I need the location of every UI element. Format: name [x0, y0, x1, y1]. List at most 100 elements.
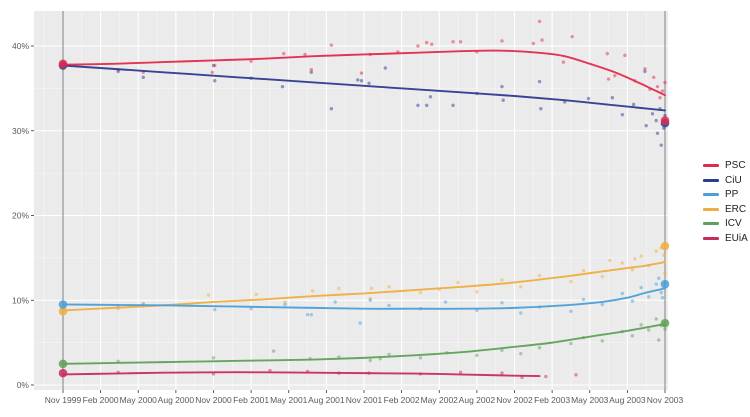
poll-point-psc: [213, 63, 217, 68]
poll-point-ciu: [359, 79, 364, 83]
poll-point-psc: [655, 84, 660, 89]
poll-point-pp: [213, 307, 217, 312]
election-2003-point-psc: [660, 116, 670, 125]
poll-point-erc: [581, 268, 586, 273]
poll-point-erc: [630, 268, 635, 272]
poll-point-erc: [600, 274, 604, 279]
poll-point-pp: [283, 302, 287, 307]
poll-point-icv: [387, 352, 391, 357]
x-tick-label: May 2001: [270, 395, 308, 405]
poll-point-ciu: [643, 69, 647, 74]
poll-point-erc: [639, 254, 643, 258]
poll-point-ciu: [500, 84, 504, 89]
poll-point-pp: [600, 302, 604, 307]
legend-item-euia: EUiA: [703, 233, 748, 245]
poll-point-ciu: [213, 79, 217, 83]
poll-point-pp: [620, 291, 625, 296]
poll-point-erc: [569, 279, 573, 284]
poll-point-erc: [387, 284, 391, 289]
legend-swatch-ciu: [703, 178, 719, 182]
poll-point-pp: [569, 309, 573, 313]
poll-point-icv: [646, 328, 651, 332]
poll-point-psc: [606, 77, 611, 81]
poll-point-psc: [416, 44, 420, 48]
poll-point-ciu: [141, 75, 145, 80]
election-2003-point-pp: [660, 279, 670, 289]
poll-point-ciu: [586, 96, 591, 101]
y-tick-label: 30%: [12, 126, 29, 136]
election-1999-point-psc: [58, 59, 68, 69]
plot-panel: [34, 11, 668, 390]
y-tick-label: 0%: [17, 380, 30, 390]
poll-point-pp: [443, 300, 448, 304]
poll-point-psc: [329, 43, 334, 47]
legend-item-icv: ICV: [703, 218, 748, 230]
legend-item-ciu: CiU: [703, 175, 748, 187]
election-1999-point-pp: [58, 300, 68, 309]
poll-point-icv: [519, 351, 523, 356]
trend-line-euia: [62, 371, 541, 378]
poll-point-ciu: [620, 112, 625, 117]
poll-point-erc: [337, 286, 341, 291]
poll-point-erc: [283, 300, 287, 304]
poll-point-ciu: [610, 95, 615, 100]
election-2003-point-erc: [660, 241, 670, 251]
poll-point-pp: [249, 307, 253, 311]
poll-point-pp: [500, 301, 504, 305]
poll-point-erc: [608, 258, 612, 263]
x-tick-label: May 2003: [571, 395, 609, 405]
poll-point-psc: [652, 75, 656, 80]
election-2003-point-icv: [660, 318, 670, 328]
poll-point-ciu: [367, 81, 371, 85]
poll-point-icv: [569, 341, 573, 346]
x-tick-label: May 2000: [120, 395, 158, 405]
trend-line-ciu: [62, 64, 666, 112]
poll-point-pp: [660, 296, 665, 300]
x-tick-label: Feb 2003: [534, 395, 570, 405]
poll-point-euia: [500, 371, 504, 375]
trend-line-erc: [62, 261, 666, 312]
poll-point-pp: [646, 295, 651, 299]
poll-point-psc: [451, 40, 455, 44]
x-tick-label: Nov 2002: [496, 395, 533, 405]
poll-point-psc: [663, 80, 667, 85]
poll-point-psc: [540, 38, 544, 42]
legend-item-psc: PSC: [703, 160, 748, 172]
poll-point-ciu: [663, 113, 667, 118]
poll-point-pp: [519, 311, 523, 315]
poll-point-erc: [500, 278, 504, 282]
x-tick-label: Aug 2000: [158, 395, 195, 405]
poll-point-pp: [333, 300, 337, 304]
poll-point-ciu: [309, 70, 314, 74]
poll-point-erc: [254, 292, 258, 297]
poll-point-icv: [272, 349, 276, 353]
poll-point-erc: [206, 293, 211, 297]
poll-point-psc: [309, 68, 314, 72]
poll-point-ciu: [356, 78, 360, 82]
poll-point-icv: [639, 323, 643, 327]
legend-label-icv: ICV: [725, 218, 742, 230]
legend-swatch-euia: [703, 236, 719, 240]
x-tick-label: Aug 2001: [308, 395, 345, 405]
x-tick-label: Feb 2002: [384, 395, 420, 405]
x-tick-label: Nov 2001: [346, 395, 383, 405]
legend-label-pp: PP: [725, 189, 739, 201]
legend-swatch-psc: [703, 164, 719, 168]
poll-point-icv: [211, 356, 216, 360]
poll-point-pp: [387, 303, 391, 308]
poll-point-ciu: [428, 95, 433, 99]
poll-point-ciu: [644, 123, 648, 128]
poll-point-ciu: [416, 103, 420, 108]
poll-point-pp: [581, 297, 586, 302]
poll-point-ciu: [501, 98, 505, 102]
legend-swatch-erc: [703, 207, 719, 211]
poll-point-psc: [425, 40, 429, 45]
poll-point-ciu: [383, 66, 388, 70]
poll-point-erc: [663, 271, 667, 275]
poll-point-ciu: [650, 112, 655, 116]
poll-point-erc: [662, 253, 666, 258]
poll-point-erc: [620, 261, 625, 265]
poll-point-ciu: [280, 84, 285, 89]
poll-point-erc: [456, 280, 460, 285]
